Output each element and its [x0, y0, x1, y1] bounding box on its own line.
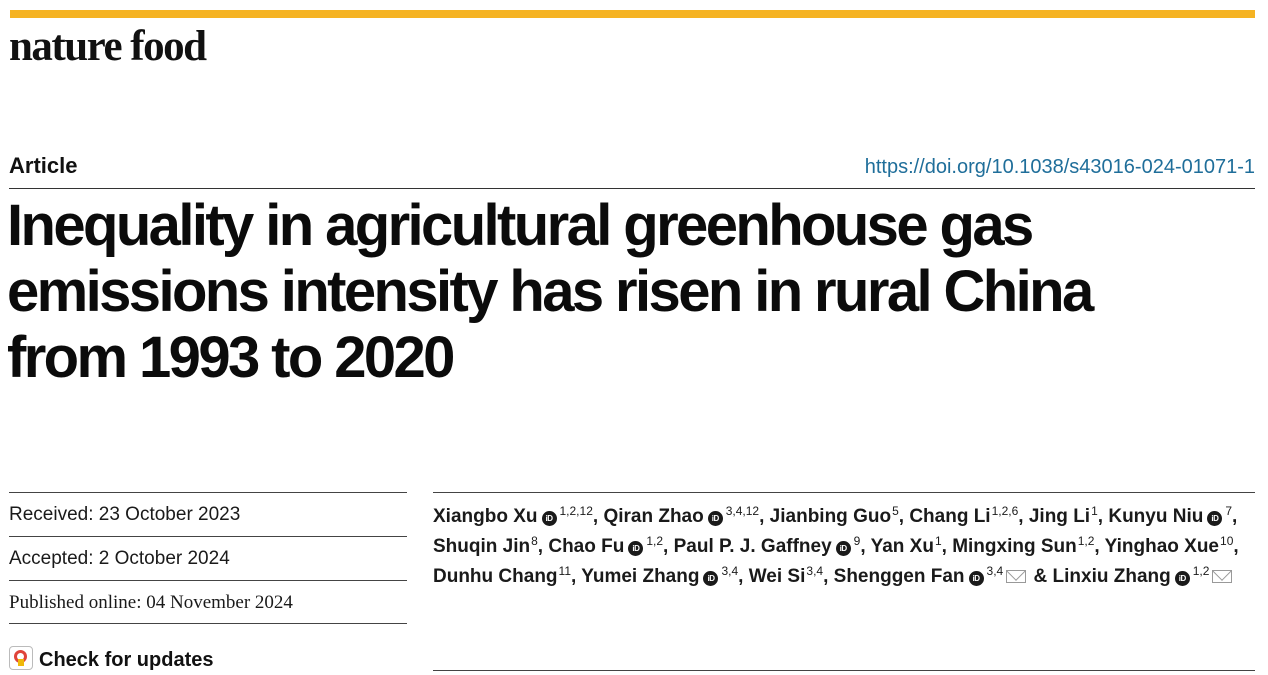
author-separator: , — [941, 536, 953, 557]
orcid-icon[interactable]: iD — [703, 571, 719, 586]
article-title: Inequality in agricultural greenhouse ga… — [7, 193, 1257, 391]
author-separator: , — [860, 536, 871, 557]
author-separator: , — [1018, 506, 1029, 527]
author-name[interactable]: Shuqin Jin — [433, 536, 531, 557]
author-name[interactable]: Paul P. J. Gaffney — [673, 536, 832, 557]
author-separator: , — [1233, 536, 1239, 557]
author-separator: , — [738, 566, 749, 587]
check-for-updates-icon — [9, 646, 33, 670]
orcid-icon[interactable]: iD — [835, 541, 851, 556]
check-for-updates-button[interactable]: Check for updates — [9, 646, 213, 672]
affiliation-number: 1,2 — [1192, 564, 1210, 578]
affiliation-number: 3,4 — [806, 564, 824, 578]
author-name[interactable]: Xiangbo Xu — [433, 506, 538, 527]
author-separator: , — [1094, 536, 1105, 557]
affiliation-number: 8 — [531, 534, 538, 548]
title-line: emissions intensity has risen in rural C… — [7, 259, 1094, 324]
journal-logo[interactable]: nature food — [9, 23, 207, 70]
author-name[interactable]: Wei Si — [748, 566, 806, 587]
orcid-icon[interactable]: iD — [968, 571, 984, 586]
orcid-icon[interactable]: iD — [707, 511, 723, 526]
orcid-icon[interactable]: iD — [541, 511, 557, 526]
published-date: Published online: 04 November 2024 — [9, 580, 407, 624]
orcid-icon[interactable]: iD — [1174, 571, 1190, 586]
authors-divider-top — [433, 492, 1255, 493]
author-item: Paul P. J. Gaffney iD9 — [673, 534, 861, 557]
author-item: Jianbing Guo5 — [769, 504, 899, 527]
orcid-icon[interactable]: iD — [628, 541, 644, 556]
author-name[interactable]: Shenggen Fan — [833, 566, 965, 587]
author-item: Qiran Zhao iD3,4,12 — [603, 504, 760, 527]
header-divider — [9, 188, 1255, 189]
author-list: Xiangbo Xu iD1,2,12, Qiran Zhao iD3,4,12, … — [433, 502, 1253, 592]
author-item: Yumei Zhang iD3,4 — [581, 564, 739, 587]
author-name[interactable]: Dunhu Chang — [433, 566, 558, 587]
author-item: Chang Li1,2,6 — [909, 504, 1019, 527]
author-separator: , — [823, 566, 834, 587]
author-separator: & — [1028, 566, 1053, 587]
author-item: Shuqin Jin8 — [433, 534, 538, 557]
affiliation-number: 1,2 — [646, 534, 664, 548]
affiliation-number: 5 — [892, 504, 899, 518]
author-separator: , — [571, 566, 582, 587]
author-item: Dunhu Chang11 — [433, 564, 571, 587]
email-icon[interactable] — [1212, 570, 1233, 583]
author-item: Jing Li1 — [1028, 504, 1098, 527]
affiliation-number: 9 — [853, 534, 861, 548]
author-item: Mingxing Sun1,2 — [952, 534, 1095, 557]
author-name[interactable]: Yan Xu — [870, 536, 934, 557]
authors-divider-bottom — [433, 670, 1255, 671]
affiliation-number: 1,2,12 — [559, 504, 593, 518]
affiliation-number: 10 — [1220, 534, 1234, 548]
author-separator: , — [898, 506, 910, 527]
author-item: Wei Si3,4 — [748, 564, 824, 587]
journal-accent-bar — [10, 10, 1255, 18]
author-separator: , — [537, 536, 549, 557]
article-type-label: Article — [9, 153, 78, 178]
author-item: Kunyu Niu iD7 — [1108, 504, 1233, 527]
author-name[interactable]: Yumei Zhang — [581, 566, 700, 587]
title-line: Inequality in agricultural greenhouse ga… — [7, 193, 1034, 258]
affiliation-number: 3,4 — [986, 564, 1004, 578]
author-separator: , — [663, 536, 674, 557]
author-item: Yan Xu1 — [870, 534, 942, 557]
author-name[interactable]: Linxiu Zhang — [1052, 566, 1171, 587]
author-name[interactable]: Kunyu Niu — [1108, 506, 1204, 527]
check-for-updates-label: Check for updates — [39, 649, 214, 671]
author-name[interactable]: Chao Fu — [548, 536, 625, 557]
author-item: Shenggen Fan iD3,4 — [833, 564, 1029, 587]
accepted-date: Accepted: 2 October 2024 — [9, 536, 407, 580]
title-line: from 1993 to 2020 — [7, 325, 455, 390]
author-item: Linxiu Zhang iD1,2 — [1052, 564, 1235, 587]
author-name[interactable]: Yinghao Xue — [1104, 536, 1220, 557]
author-separator: , — [592, 506, 604, 527]
affiliation-number: 3,4,12 — [725, 504, 760, 518]
author-name[interactable]: Mingxing Sun — [952, 536, 1077, 557]
author-name[interactable]: Chang Li — [909, 506, 991, 527]
article-dates: Received: 23 October 2023 Accepted: 2 Oc… — [9, 492, 407, 624]
affiliation-number: 3,4 — [721, 564, 739, 578]
orcid-icon[interactable]: iD — [1207, 511, 1223, 526]
doi-link[interactable]: https://doi.org/10.1038/s43016-024-01071… — [864, 156, 1255, 178]
author-separator: , — [1097, 506, 1109, 527]
author-separator: , — [759, 506, 770, 527]
affiliation-number: 1 — [934, 534, 942, 548]
author-item: Xiangbo Xu iD1,2,12 — [433, 504, 593, 527]
received-date: Received: 23 October 2023 — [9, 492, 407, 536]
author-name[interactable]: Jianbing Guo — [769, 506, 892, 527]
author-item: Chao Fu iD1,2 — [548, 534, 664, 557]
author-item: Yinghao Xue10 — [1104, 534, 1234, 557]
author-name[interactable]: Qiran Zhao — [603, 506, 704, 527]
affiliation-number: 1,2 — [1077, 534, 1095, 548]
affiliation-number: 11 — [558, 564, 571, 578]
affiliation-number: 1 — [1091, 504, 1098, 518]
email-icon[interactable] — [1006, 570, 1027, 583]
author-separator: , — [1232, 506, 1238, 527]
author-name[interactable]: Jing Li — [1028, 506, 1091, 527]
affiliation-number: 7 — [1225, 504, 1233, 518]
affiliation-number: 1,2,6 — [991, 504, 1019, 518]
